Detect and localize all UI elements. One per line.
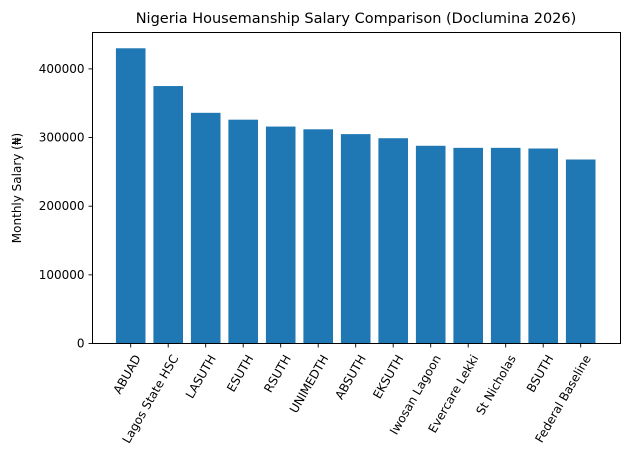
- y-tick-label: 400000: [39, 62, 85, 76]
- x-tick-label: ABUAD: [110, 352, 143, 396]
- chart-title: Nigeria Housemanship Salary Comparison (…: [136, 11, 577, 27]
- x-tick-label: St Nicholas: [473, 352, 519, 417]
- bar: [303, 129, 333, 344]
- bar: [378, 138, 408, 344]
- y-axis: 0 100000 200000 300000 400000: [39, 62, 93, 351]
- bar: [228, 119, 258, 344]
- bar: [415, 145, 446, 344]
- y-tick-label: 0: [77, 337, 85, 351]
- bars: [115, 48, 596, 344]
- bar: [453, 147, 483, 344]
- bar: [265, 126, 296, 344]
- y-axis-label: Monthly Salary (₦): [10, 133, 24, 243]
- x-tick-label: LASUTH: [183, 352, 219, 401]
- bar: [153, 86, 183, 344]
- x-tick-label: UNIMEDTH: [287, 352, 332, 415]
- bar: [528, 148, 558, 344]
- x-tick-label: ABSUTH: [332, 352, 369, 401]
- x-tick-label: BSUTH: [524, 352, 557, 394]
- bar: [115, 48, 146, 344]
- bar: [340, 134, 371, 344]
- y-tick-label: 300000: [39, 131, 85, 145]
- y-tick-label: 100000: [39, 268, 85, 282]
- plot-frame: [92, 32, 621, 344]
- bar: [565, 159, 596, 344]
- x-tick-label: EKSUTH: [370, 352, 406, 401]
- bar: [490, 147, 521, 344]
- x-tick-label: ESUTH: [224, 352, 256, 394]
- x-tick-label: RSUTH: [261, 352, 294, 395]
- bar: [190, 112, 221, 344]
- y-tick-label: 200000: [39, 199, 85, 213]
